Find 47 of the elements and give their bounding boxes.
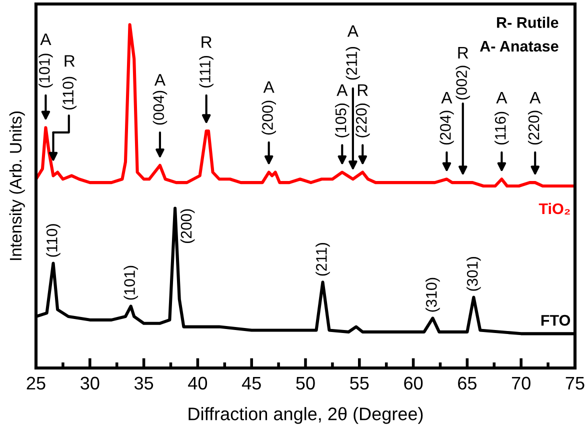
annotation: A xyxy=(496,92,508,104)
annotation: R xyxy=(458,46,468,58)
annotation: R- Rutile xyxy=(497,16,558,28)
x-tick-label: 30 xyxy=(80,376,100,390)
annotation: (111) xyxy=(199,56,214,88)
annotation: A xyxy=(441,92,452,104)
x-tick-label: 55 xyxy=(350,376,369,390)
annotation: A xyxy=(263,81,274,93)
annotation: A xyxy=(530,92,541,104)
annotation: A- Anatase xyxy=(480,40,558,52)
series-label: TiO₂ xyxy=(538,202,570,214)
annotation: A xyxy=(40,34,52,46)
annotation: (116) xyxy=(494,112,509,145)
annotation: R xyxy=(358,84,368,96)
annotation: (002) xyxy=(456,66,470,100)
annotation: (310) xyxy=(426,278,440,312)
x-tick-label: 65 xyxy=(458,376,476,390)
annotation: (204) xyxy=(440,110,454,145)
annotation: A xyxy=(347,25,358,37)
annotation: (211) xyxy=(316,243,330,276)
annotation: (200) xyxy=(262,100,276,135)
annotation: (211) xyxy=(346,46,360,80)
x-tick-label: 75 xyxy=(566,376,584,390)
series-label: FTO xyxy=(541,314,570,326)
annotation: (101) xyxy=(124,266,138,300)
annotation: (105) xyxy=(335,104,350,138)
annotation: (220) xyxy=(356,104,370,138)
x-tick-label: 70 xyxy=(512,376,530,390)
annotation: (220) xyxy=(528,110,542,145)
x-tick-label: 45 xyxy=(242,376,261,390)
x-axis-title: Diffraction angle, 2θ (Degree) xyxy=(188,407,423,424)
x-tick-label: 35 xyxy=(134,376,154,390)
annotation: A xyxy=(154,74,166,86)
y-axis-title: Intensity (Arb. Units) xyxy=(9,112,25,260)
x-tick-label: 50 xyxy=(296,376,315,390)
annotation: (110) xyxy=(62,76,77,110)
annotation: (200) xyxy=(180,209,195,244)
annotation: (110) xyxy=(46,224,60,257)
annotation: R xyxy=(64,55,75,67)
annotation: (301) xyxy=(466,256,481,291)
annotation: (101) xyxy=(38,54,53,88)
annotation: (004) xyxy=(152,90,168,125)
x-tick-label: 25 xyxy=(26,376,46,390)
annotation: A xyxy=(336,84,348,96)
annotation: R xyxy=(202,36,212,48)
x-tick-label: 60 xyxy=(404,376,423,390)
x-tick-label: 40 xyxy=(188,376,208,390)
